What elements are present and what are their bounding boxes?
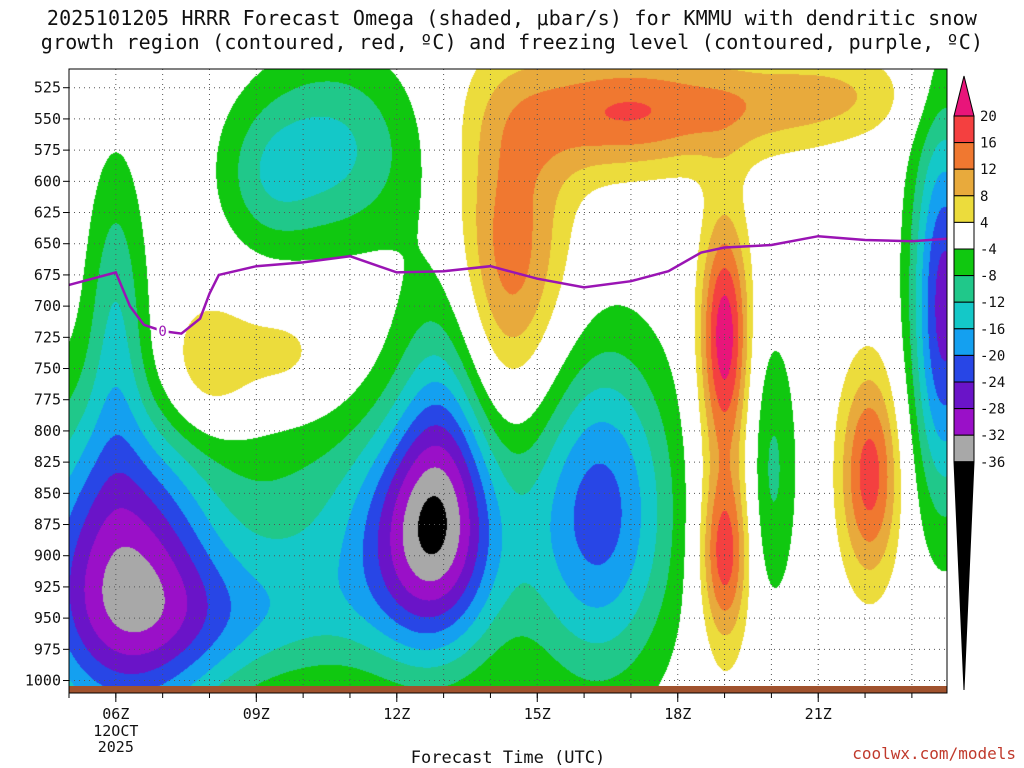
chart-title: 2025101205 HRRR Forecast Omega (shaded, … [0,6,1024,54]
y-tick-label: 775 [34,391,61,409]
x-tick-sublabel: 12OCT [93,722,138,740]
y-tick-label: 525 [34,79,61,97]
y-tick-label: 975 [34,640,61,658]
pressure-axis: 525 550 575 600 625 650 675 700 725 750 775 800 825 8… [25,79,69,690]
y-tick-label: 700 [34,297,61,315]
colorbar-level-label: -32 [980,428,1005,444]
colorbar-level-label: -12 [980,295,1005,311]
colorbar-level-label: -20 [980,348,1005,364]
colorbar-level-label: 20 [980,109,997,125]
colorbar-bottom-arrow [953,461,975,691]
y-tick-label: 625 [34,204,61,222]
x-axis-label: Forecast Time (UTC) [411,748,605,768]
colorbar-bin [953,381,975,410]
y-tick-label: 950 [34,609,61,627]
colorbar-level-label: 16 [980,136,997,152]
x-tick-label: 09Z [243,705,270,723]
colorbar-level-label: -4 [980,242,997,258]
colorbar-bin [953,301,975,330]
y-tick-label: 800 [34,422,61,440]
plot-frame [68,68,948,694]
omega-field-image [69,69,947,693]
y-tick-label: 650 [34,235,61,253]
x-tick-label: 21Z [805,705,832,723]
colorbar-bin [953,168,975,197]
freezing-level-line [68,234,948,335]
x-tick-label: 06Z [102,705,129,723]
colorbar-level-label: -28 [980,402,1005,418]
colorbar-bin [953,408,975,436]
colorbar-level-label: 8 [980,189,988,205]
y-tick-label: 750 [34,360,61,378]
freezing-level-contour: 0 [68,234,948,340]
colorbar-level-label: 4 [980,215,988,231]
colorbar-bin [953,142,975,170]
freezing-label-bg [156,323,169,339]
freezing-level-label: 0 [158,324,166,340]
x-tick-label: 12Z [383,705,410,723]
x-tick-label: 18Z [664,705,691,723]
y-tick-label: 900 [34,547,61,565]
chart-title-line2: growth region (contoured, red, ºC) and f… [40,30,984,54]
y-tick-label: 850 [34,484,61,502]
colorbar-top-arrow [953,75,975,117]
y-tick-label: 575 [34,141,61,159]
colorbar-bin [953,275,975,303]
colorbar-bin [953,221,975,250]
y-tick-label: 1000 [25,672,61,690]
colorbar-bin [953,354,975,383]
colorbar-level-label: -24 [980,375,1005,391]
colorbar-level-label: -8 [980,269,997,285]
omega-colorbar: 20 16 12 8 4 -4 -8 -12 -16 -20 -24 -28 -32 -36 [953,75,1005,691]
y-tick-label: 875 [34,516,61,534]
y-tick-label: 925 [34,578,61,596]
y-tick-label: 825 [34,453,61,471]
ground-strip [69,686,947,693]
colorbar-level-label: 12 [980,162,997,178]
y-tick-label: 675 [34,266,61,284]
colorbar-bin [953,195,975,223]
x-tick-label: 15Z [524,705,551,723]
y-tick-label: 725 [34,328,61,346]
ground-surface [69,686,947,693]
y-tick-label: 600 [34,172,61,190]
credit-text[interactable]: coolwx.com/models [852,744,1016,763]
colorbar-bin [953,328,975,356]
colorbar-level-label: -16 [980,322,1005,338]
x-tick-sublabel: 2025 [98,738,134,756]
colorbar-bin [953,115,975,144]
y-tick-label: 550 [34,110,61,128]
colorbar-level-label: -36 [980,455,1005,471]
colorbar-bin [953,248,975,277]
colorbar-bin [953,434,975,463]
omega-shaded-field [69,69,947,693]
chart-title-line1: 2025101205 HRRR Forecast Omega (shaded, … [46,6,978,30]
